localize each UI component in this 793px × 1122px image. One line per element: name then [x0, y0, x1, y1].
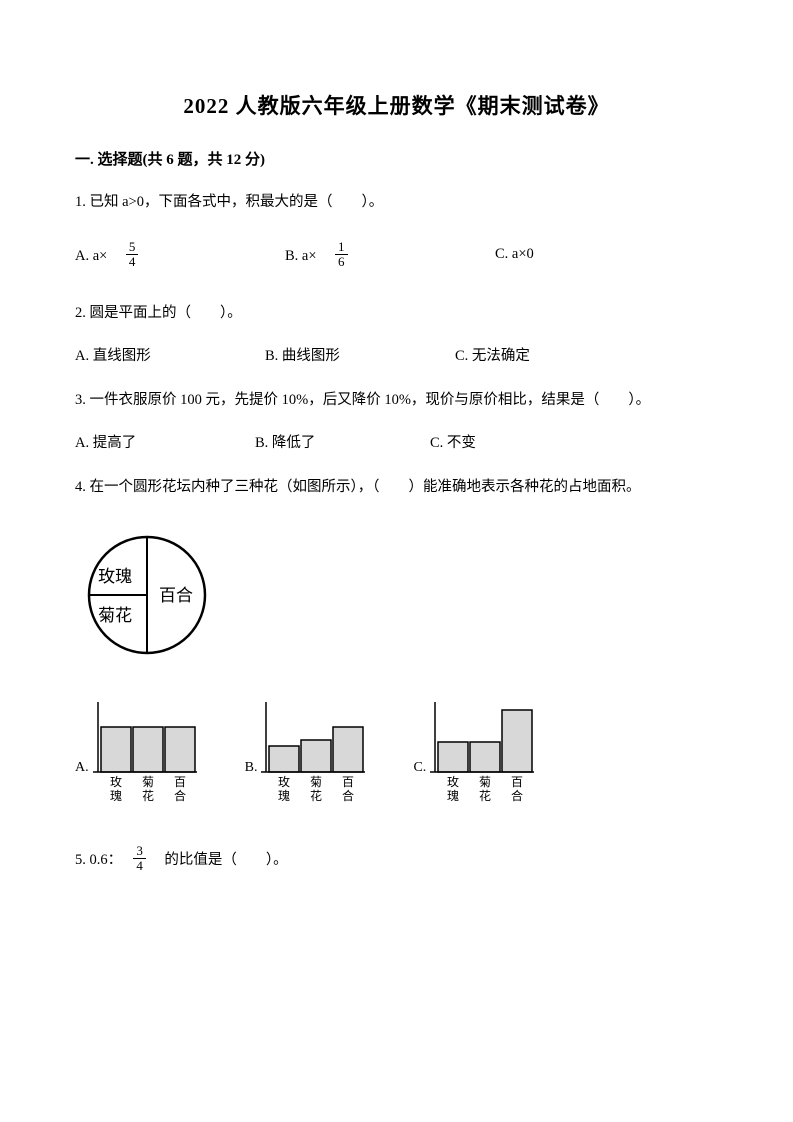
q5-fraction: 3 4 [133, 844, 146, 874]
q4-option-c: C. 玫瑰菊花百合 [413, 700, 534, 804]
circle-svg: 玫瑰菊花 百合 [75, 530, 225, 660]
fraction-denominator: 4 [133, 859, 146, 873]
q2-options: A. 直线图形 B. 曲线图形 C. 无法确定 [75, 344, 718, 365]
section-header: 一. 选择题(共 6 题，共 12 分) [75, 148, 718, 169]
fraction-denominator: 4 [126, 255, 139, 269]
q1-optB-fraction: 1 6 [335, 240, 348, 270]
q5-prefix: 5. 0.6： [75, 848, 129, 869]
q4-option-b: B. 玫瑰菊花百合 [245, 700, 366, 804]
q1-option-b: B. a× 1 6 [285, 240, 495, 270]
q1-optB-prefix: B. a× [285, 244, 331, 265]
page-title: 2022 人教版六年级上册数学《期末测试卷》 [75, 90, 718, 120]
q2-option-a: A. 直线图形 [75, 344, 265, 365]
q4-text: 4. 在一个圆形花坛内种了三种花（如图所示），（ ）能准确地表示各种花的占地面积… [75, 474, 718, 500]
bar-charts-row: A. 玫瑰菊花百合 B. 玫瑰菊花百合 C. 玫瑰菊花百合 [75, 700, 718, 804]
q3-option-a: A. 提高了 [75, 431, 255, 452]
q4-optA-label: A. [75, 760, 89, 804]
q2-option-b: B. 曲线图形 [265, 344, 455, 365]
q1-optA-prefix: A. a× [75, 244, 122, 265]
fraction-numerator: 5 [126, 240, 139, 255]
svg-text:菊花: 菊花 [310, 775, 322, 803]
q4-optB-label: B. [245, 760, 258, 804]
svg-text:玫瑰: 玫瑰 [98, 567, 132, 586]
q3-options: A. 提高了 B. 降低了 C. 不变 [75, 431, 718, 452]
bar-chart-a: 玫瑰菊花百合 [93, 700, 197, 804]
svg-text:百合: 百合 [342, 775, 354, 803]
fraction-numerator: 1 [335, 240, 348, 255]
svg-text:百合: 百合 [511, 775, 523, 803]
svg-text:菊花: 菊花 [142, 775, 154, 803]
q4-optC-label: C. [413, 760, 426, 804]
q1-options: A. a× 5 4 B. a× 1 6 C. a×0 [75, 240, 718, 270]
q2-option-c: C. 无法确定 [455, 344, 635, 365]
svg-text:菊花: 菊花 [98, 606, 132, 625]
q2-text: 2. 圆是平面上的（ ）。 [75, 300, 718, 326]
q3-option-c: C. 不变 [430, 431, 590, 452]
svg-text:玫瑰: 玫瑰 [278, 774, 290, 803]
bar-chart-c: 玫瑰菊花百合 [430, 700, 534, 804]
q3-text: 3. 一件衣服原价 100 元，先提价 10%，后又降价 10%，现价与原价相比… [75, 387, 718, 413]
q5-text: 5. 0.6： 3 4 的比值是（ ）。 [75, 844, 718, 874]
q1-option-a: A. a× 5 4 [75, 240, 285, 270]
q4-option-a: A. 玫瑰菊花百合 [75, 700, 197, 804]
bar-chart-b: 玫瑰菊花百合 [261, 700, 365, 804]
circle-diagram: 玫瑰菊花 百合 [75, 530, 718, 665]
q3-option-b: B. 降低了 [255, 431, 430, 452]
q1-option-c: C. a×0 [495, 240, 675, 270]
svg-text:玫瑰: 玫瑰 [110, 774, 122, 803]
fraction-denominator: 6 [335, 255, 348, 269]
svg-text:玫瑰: 玫瑰 [447, 774, 459, 803]
q1-optA-fraction: 5 4 [126, 240, 139, 270]
fraction-numerator: 3 [133, 844, 146, 859]
svg-text:菊花: 菊花 [479, 775, 491, 803]
svg-text:百合: 百合 [159, 586, 193, 605]
q1-text: 1. 已知 a>0，下面各式中，积最大的是（ ）。 [75, 189, 718, 215]
svg-text:百合: 百合 [174, 775, 186, 803]
q5-suffix: 的比值是（ ）。 [150, 848, 288, 869]
